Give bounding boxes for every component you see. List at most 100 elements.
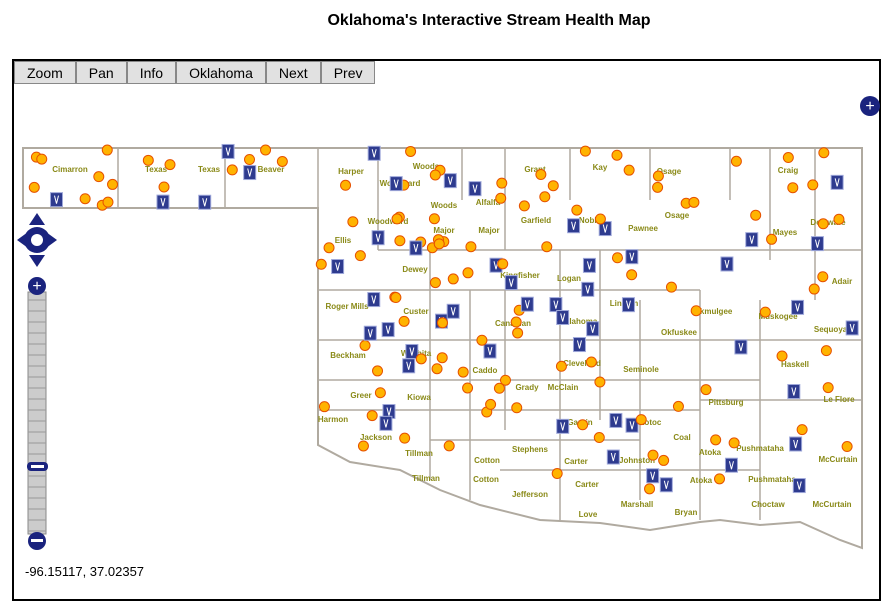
- monitor-icon[interactable]: [745, 232, 759, 248]
- site-marker[interactable]: [142, 154, 154, 166]
- site-marker[interactable]: [690, 305, 702, 317]
- site-marker[interactable]: [431, 363, 443, 375]
- site-marker[interactable]: [510, 316, 522, 328]
- monitor-icon[interactable]: [402, 358, 416, 374]
- monitor-icon[interactable]: [504, 275, 518, 291]
- site-marker[interactable]: [390, 292, 402, 304]
- monitor-icon[interactable]: [243, 165, 257, 181]
- site-marker[interactable]: [398, 315, 410, 327]
- monitor-icon[interactable]: [405, 343, 419, 359]
- site-marker[interactable]: [817, 271, 829, 283]
- monitor-icon[interactable]: [567, 218, 581, 234]
- site-marker[interactable]: [394, 235, 406, 247]
- site-marker[interactable]: [462, 267, 474, 279]
- monitor-icon[interactable]: [845, 320, 859, 336]
- monitor-icon[interactable]: [830, 174, 844, 190]
- toolbar-button[interactable]: Next: [265, 61, 321, 84]
- monitor-icon[interactable]: [789, 436, 803, 452]
- site-marker[interactable]: [323, 242, 335, 254]
- monitor-icon[interactable]: [556, 310, 570, 326]
- site-marker[interactable]: [354, 250, 366, 262]
- toolbar-button[interactable]: Pan: [75, 61, 127, 84]
- site-marker[interactable]: [820, 345, 832, 357]
- site-marker[interactable]: [571, 204, 583, 216]
- site-marker[interactable]: [493, 382, 505, 394]
- site-marker[interactable]: [499, 374, 511, 386]
- site-marker[interactable]: [714, 473, 726, 485]
- site-marker[interactable]: [359, 339, 371, 351]
- monitor-icon[interactable]: [468, 181, 482, 197]
- site-marker[interactable]: [700, 384, 712, 396]
- site-marker[interactable]: [551, 468, 563, 480]
- monitor-icon[interactable]: [734, 339, 748, 355]
- toolbar-button[interactable]: Prev: [320, 61, 376, 84]
- monitor-icon[interactable]: [363, 325, 377, 341]
- site-marker[interactable]: [107, 178, 119, 190]
- site-marker[interactable]: [635, 414, 647, 426]
- site-marker[interactable]: [512, 327, 524, 339]
- site-marker[interactable]: [158, 181, 170, 193]
- site-marker[interactable]: [391, 213, 403, 225]
- monitor-icon[interactable]: [572, 337, 586, 353]
- monitor-icon[interactable]: [659, 477, 673, 493]
- site-marker[interactable]: [366, 410, 378, 422]
- site-marker[interactable]: [260, 144, 272, 156]
- site-marker[interactable]: [447, 273, 459, 285]
- monitor-icon[interactable]: [582, 257, 596, 273]
- monitor-icon[interactable]: [367, 145, 381, 161]
- monitor-icon[interactable]: [367, 292, 381, 308]
- site-marker[interactable]: [497, 258, 509, 270]
- zoom-slider[interactable]: +: [27, 277, 48, 550]
- site-marker[interactable]: [822, 382, 834, 394]
- site-marker[interactable]: [315, 258, 327, 270]
- site-marker[interactable]: [518, 200, 530, 212]
- site-marker[interactable]: [796, 424, 808, 436]
- site-marker[interactable]: [28, 181, 40, 193]
- site-marker[interactable]: [782, 152, 794, 164]
- monitor-icon[interactable]: [446, 303, 460, 319]
- monitor-icon[interactable]: [787, 384, 801, 400]
- site-marker[interactable]: [647, 449, 659, 461]
- monitor-icon[interactable]: [581, 281, 595, 297]
- site-marker[interactable]: [541, 241, 553, 253]
- site-marker[interactable]: [652, 170, 664, 182]
- site-marker[interactable]: [436, 317, 448, 329]
- site-marker[interactable]: [759, 306, 771, 318]
- monitor-icon[interactable]: [156, 194, 170, 210]
- site-marker[interactable]: [102, 196, 114, 208]
- site-marker[interactable]: [429, 277, 441, 289]
- monitor-icon[interactable]: [381, 322, 395, 338]
- site-marker[interactable]: [644, 483, 656, 495]
- site-marker[interactable]: [276, 156, 288, 168]
- site-marker[interactable]: [465, 241, 477, 253]
- site-marker[interactable]: [496, 177, 508, 189]
- site-marker[interactable]: [462, 382, 474, 394]
- monitor-icon[interactable]: [621, 297, 635, 313]
- site-marker[interactable]: [226, 164, 238, 176]
- site-marker[interactable]: [539, 191, 551, 203]
- monitor-icon[interactable]: [625, 417, 639, 433]
- toolbar-button[interactable]: Zoom: [14, 61, 76, 84]
- site-marker[interactable]: [428, 213, 440, 225]
- site-marker[interactable]: [36, 153, 48, 165]
- site-marker[interactable]: [688, 196, 700, 208]
- site-marker[interactable]: [579, 145, 591, 157]
- site-marker[interactable]: [710, 434, 722, 446]
- site-marker[interactable]: [626, 269, 638, 281]
- site-marker[interactable]: [399, 432, 411, 444]
- monitor-icon[interactable]: [549, 297, 563, 313]
- monitor-icon[interactable]: [586, 321, 600, 337]
- site-marker[interactable]: [433, 238, 445, 250]
- site-marker[interactable]: [436, 352, 448, 364]
- monitor-icon[interactable]: [221, 143, 235, 159]
- site-marker[interactable]: [485, 398, 497, 410]
- site-marker[interactable]: [776, 350, 788, 362]
- monitor-icon[interactable]: [646, 468, 660, 484]
- monitor-icon[interactable]: [810, 236, 824, 252]
- monitor-icon[interactable]: [331, 259, 345, 275]
- site-marker[interactable]: [750, 209, 762, 221]
- monitor-icon[interactable]: [389, 176, 403, 192]
- monitor-icon[interactable]: [483, 343, 497, 359]
- monitor-icon[interactable]: [520, 296, 534, 312]
- site-marker[interactable]: [818, 147, 830, 159]
